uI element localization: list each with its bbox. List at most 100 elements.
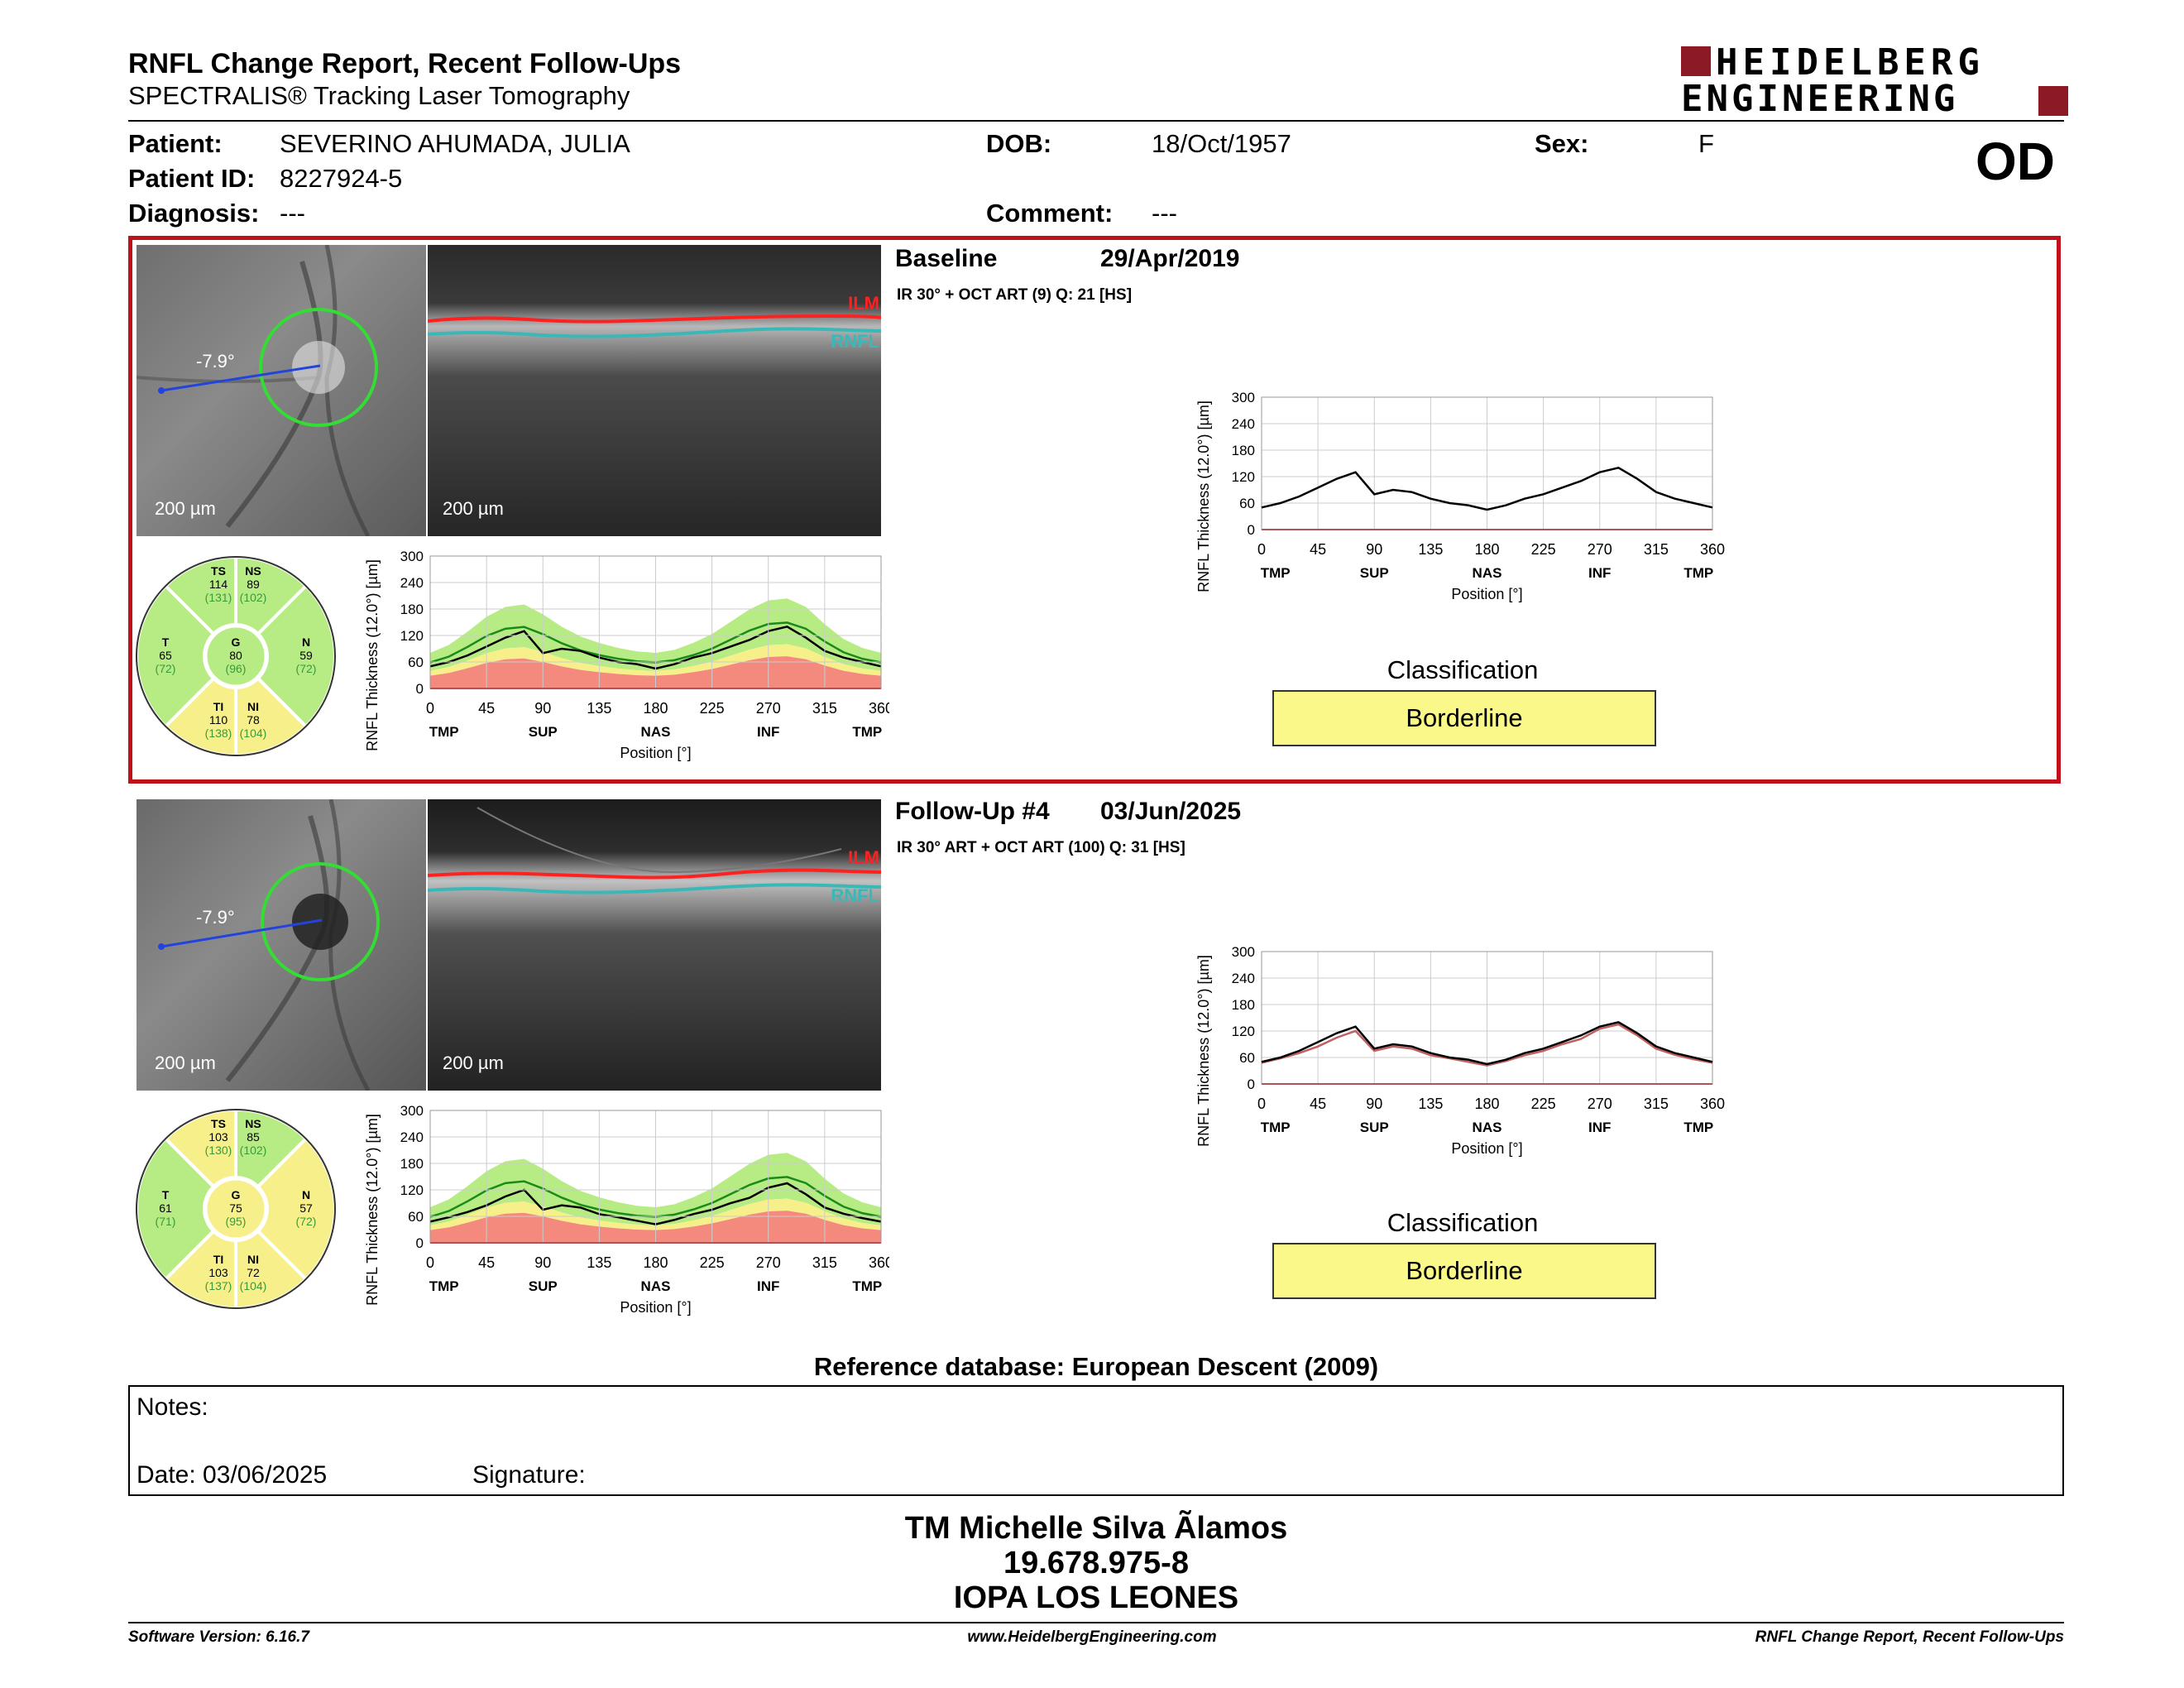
followup-date: 03/Jun/2025 — [1100, 798, 1242, 825]
followup-classification-title: Classification — [1387, 1208, 1539, 1237]
baseline-frame — [128, 236, 2061, 784]
logo-square-bottom — [2038, 86, 2068, 116]
y-tick-label: 120 — [400, 1182, 424, 1198]
followup-sector-t: T 61 (71) — [155, 1188, 176, 1228]
notes-label: Notes: — [136, 1393, 208, 1421]
x-tick-label: 135 — [587, 700, 611, 717]
x-tick-label: 135 — [1418, 541, 1443, 558]
series-line — [1261, 1021, 1713, 1066]
sector-label: NAS — [1473, 1120, 1502, 1135]
y-axis-label: RNFL Thickness (12.0°) [µm] — [364, 1114, 381, 1306]
x-tick-label: 45 — [1310, 541, 1326, 558]
comment-value: --- — [1152, 199, 1177, 228]
followup-sector-pie — [135, 1107, 337, 1311]
footer-divider — [128, 1622, 2064, 1623]
y-tick-label: 300 — [400, 1103, 424, 1119]
sector-label: INF — [757, 724, 779, 740]
sector-global-center — [204, 625, 267, 688]
y-tick-label: 60 — [1239, 1050, 1255, 1066]
y-tick-label: 300 — [1232, 944, 1255, 960]
baseline-ilm-label: ILM — [848, 293, 879, 314]
followup-ilm-label: ILM — [848, 847, 879, 868]
sector-label: INF — [1588, 565, 1611, 581]
x-tick-label: 270 — [1588, 541, 1612, 558]
y-tick-label: 180 — [400, 602, 424, 617]
y-tick-label: 0 — [1248, 522, 1255, 538]
sector-outline — [136, 1109, 336, 1309]
sector-label: SUP — [1360, 565, 1389, 581]
x-tick-label: 270 — [756, 1254, 781, 1271]
x-tick-label: 360 — [869, 1254, 889, 1271]
y-axis-label: RNFL Thickness (12.0°) [µm] — [1195, 955, 1212, 1147]
sector-label: INF — [757, 1278, 779, 1294]
plot-area — [1261, 951, 1713, 1085]
notes-box[interactable]: Notes: Date: 03/06/2025 Signature: — [128, 1385, 2064, 1496]
sector-label: TMP — [1684, 565, 1713, 581]
followup-rnfl-label: RNFL — [831, 885, 879, 906]
comment-label: Comment: — [986, 199, 1114, 228]
baseline-sector-wedges — [135, 554, 337, 758]
baseline-sector-g: G 80 (96) — [225, 635, 247, 675]
sector-label: TMP — [852, 724, 882, 740]
sex-label: Sex: — [1535, 129, 1589, 158]
x-axis-label: Position [°] — [620, 745, 691, 761]
x-tick-label: 180 — [1474, 541, 1499, 558]
followup-angle-label: -7.9° — [196, 907, 235, 928]
patient-label: Patient: — [128, 129, 223, 158]
series-line — [1261, 467, 1713, 511]
baseline-fundus-overlay — [136, 245, 378, 536]
sex-value: F — [1698, 129, 1714, 158]
baseline-norm-chart: 300 240 180 120 60 00 45 90 135 180 225 270 315 360 TM… — [364, 549, 889, 761]
diagnosis-value: --- — [280, 199, 305, 228]
y-tick-label: 60 — [408, 655, 424, 670]
x-tick-label: 360 — [1700, 1096, 1725, 1112]
x-tick-label: 315 — [812, 700, 837, 717]
footer-website-link[interactable]: www.HeidelbergEngineering.com — [967, 1628, 1217, 1646]
patient-id-label: Patient ID: — [128, 164, 256, 193]
followup-thickness-chart: 300 240 180 120 60 00 45 90 135 180 225 270 315 360 TM… — [1195, 944, 1725, 1157]
signer-org: IOPA LOS LEONES — [953, 1580, 1239, 1615]
x-tick-label: 45 — [478, 700, 495, 717]
y-tick-label: 240 — [1232, 416, 1255, 432]
y-tick-label: 60 — [1239, 496, 1255, 511]
x-tick-label: 315 — [812, 1254, 837, 1271]
baseline-sector-n: N 59 (72) — [295, 635, 317, 675]
x-tick-label: 45 — [1310, 1096, 1326, 1112]
x-tick-label: 360 — [1700, 541, 1725, 558]
footer-software-version: Software Version: 6.16.7 — [128, 1628, 309, 1646]
y-axis-label: RNFL Thickness (12.0°) [µm] — [364, 559, 381, 751]
y-tick-label: 120 — [400, 628, 424, 644]
y-tick-label: 0 — [416, 1235, 424, 1251]
x-tick-label: 90 — [534, 700, 551, 717]
baseline-sector-t: T 65 (72) — [155, 635, 176, 675]
y-tick-label: 120 — [1232, 1024, 1255, 1039]
followup-sector-wedges — [135, 1107, 337, 1311]
sector-label: INF — [1588, 1120, 1611, 1135]
baseline-sector-ts: TS 114 (131) — [204, 564, 232, 604]
plot-area — [1261, 396, 1713, 530]
y-axis-label: RNFL Thickness (12.0°) [µm] — [1195, 400, 1212, 592]
followup-sector-n: N 57 (72) — [295, 1188, 317, 1228]
followup-classification-badge: Borderline — [1272, 1243, 1656, 1299]
y-tick-label: 180 — [1232, 443, 1255, 458]
baseline-sector-labels: TS 114 (131) NS 89 (102) T 65 (72) G 80 (96) N 59… — [132, 553, 339, 760]
diagnosis-label: Diagnosis: — [128, 199, 260, 228]
x-tick-label: 0 — [426, 1254, 434, 1271]
y-tick-label: 180 — [1232, 997, 1255, 1013]
followup-bscan-scale: 200 µm — [443, 1053, 504, 1073]
followup-fundus-overlay — [158, 799, 380, 1091]
followup-protocol: IR 30° ART + OCT ART (100) Q: 31 [HS] — [897, 839, 1185, 856]
y-tick-label: 180 — [400, 1156, 424, 1172]
y-tick-label: 120 — [1232, 469, 1255, 485]
header-divider — [128, 120, 2064, 122]
sector-label: TMP — [1684, 1120, 1713, 1135]
sector-label: TMP — [1261, 565, 1291, 581]
x-tick-label: 45 — [478, 1254, 495, 1271]
followup-sector-ns: NS 85 (102) — [239, 1117, 267, 1157]
sector-label: SUP — [529, 724, 558, 740]
x-tick-label: 315 — [1644, 541, 1669, 558]
sector-label: TMP — [1261, 1120, 1291, 1135]
sector-label: NAS — [1473, 565, 1502, 581]
y-tick-label: 240 — [1232, 971, 1255, 986]
baseline-title: Baseline — [895, 245, 998, 272]
